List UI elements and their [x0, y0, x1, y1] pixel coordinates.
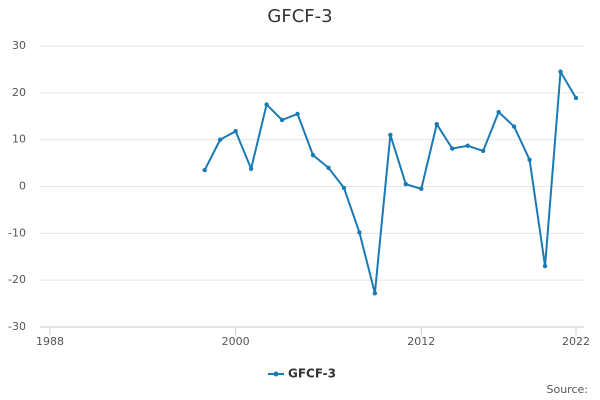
point — [388, 132, 393, 138]
point — [558, 69, 563, 74]
point — [326, 165, 331, 170]
point — [419, 186, 424, 192]
point — [450, 146, 455, 151]
x-tick-label: 2012 — [407, 335, 435, 348]
point — [279, 117, 285, 123]
point — [341, 185, 347, 191]
y-tick-label: -10 — [8, 226, 26, 239]
y-tick-label: -30 — [8, 320, 26, 333]
y-tick-label: -20 — [8, 273, 26, 286]
legend-marker — [273, 371, 279, 377]
point — [295, 111, 300, 117]
point — [248, 166, 254, 171]
point — [480, 148, 486, 154]
point — [403, 181, 409, 187]
y-tick-label: 20 — [12, 86, 26, 99]
point — [202, 167, 207, 173]
source: Source: — [547, 383, 589, 396]
point — [310, 152, 316, 158]
x-tick-label: 1988 — [36, 335, 64, 348]
point — [496, 109, 501, 115]
y-tick-label: 0 — [19, 180, 26, 193]
point — [465, 143, 470, 148]
x-tick-label: 2000 — [222, 335, 250, 348]
point — [233, 129, 238, 134]
point — [264, 102, 269, 107]
point — [217, 137, 223, 142]
point — [357, 230, 362, 235]
point — [372, 291, 378, 296]
point — [542, 263, 548, 269]
line — [203, 68, 577, 294]
x-tick-label: 2022 — [562, 335, 590, 348]
point — [527, 157, 532, 163]
legend-label: GFCF-3 — [288, 367, 336, 381]
y-tick-label: 10 — [12, 133, 26, 146]
point — [511, 124, 517, 129]
y-tick-label: 30 — [12, 39, 26, 52]
point — [434, 122, 439, 127]
chart-title: GFCF-3 — [267, 6, 332, 27]
point — [573, 95, 579, 101]
